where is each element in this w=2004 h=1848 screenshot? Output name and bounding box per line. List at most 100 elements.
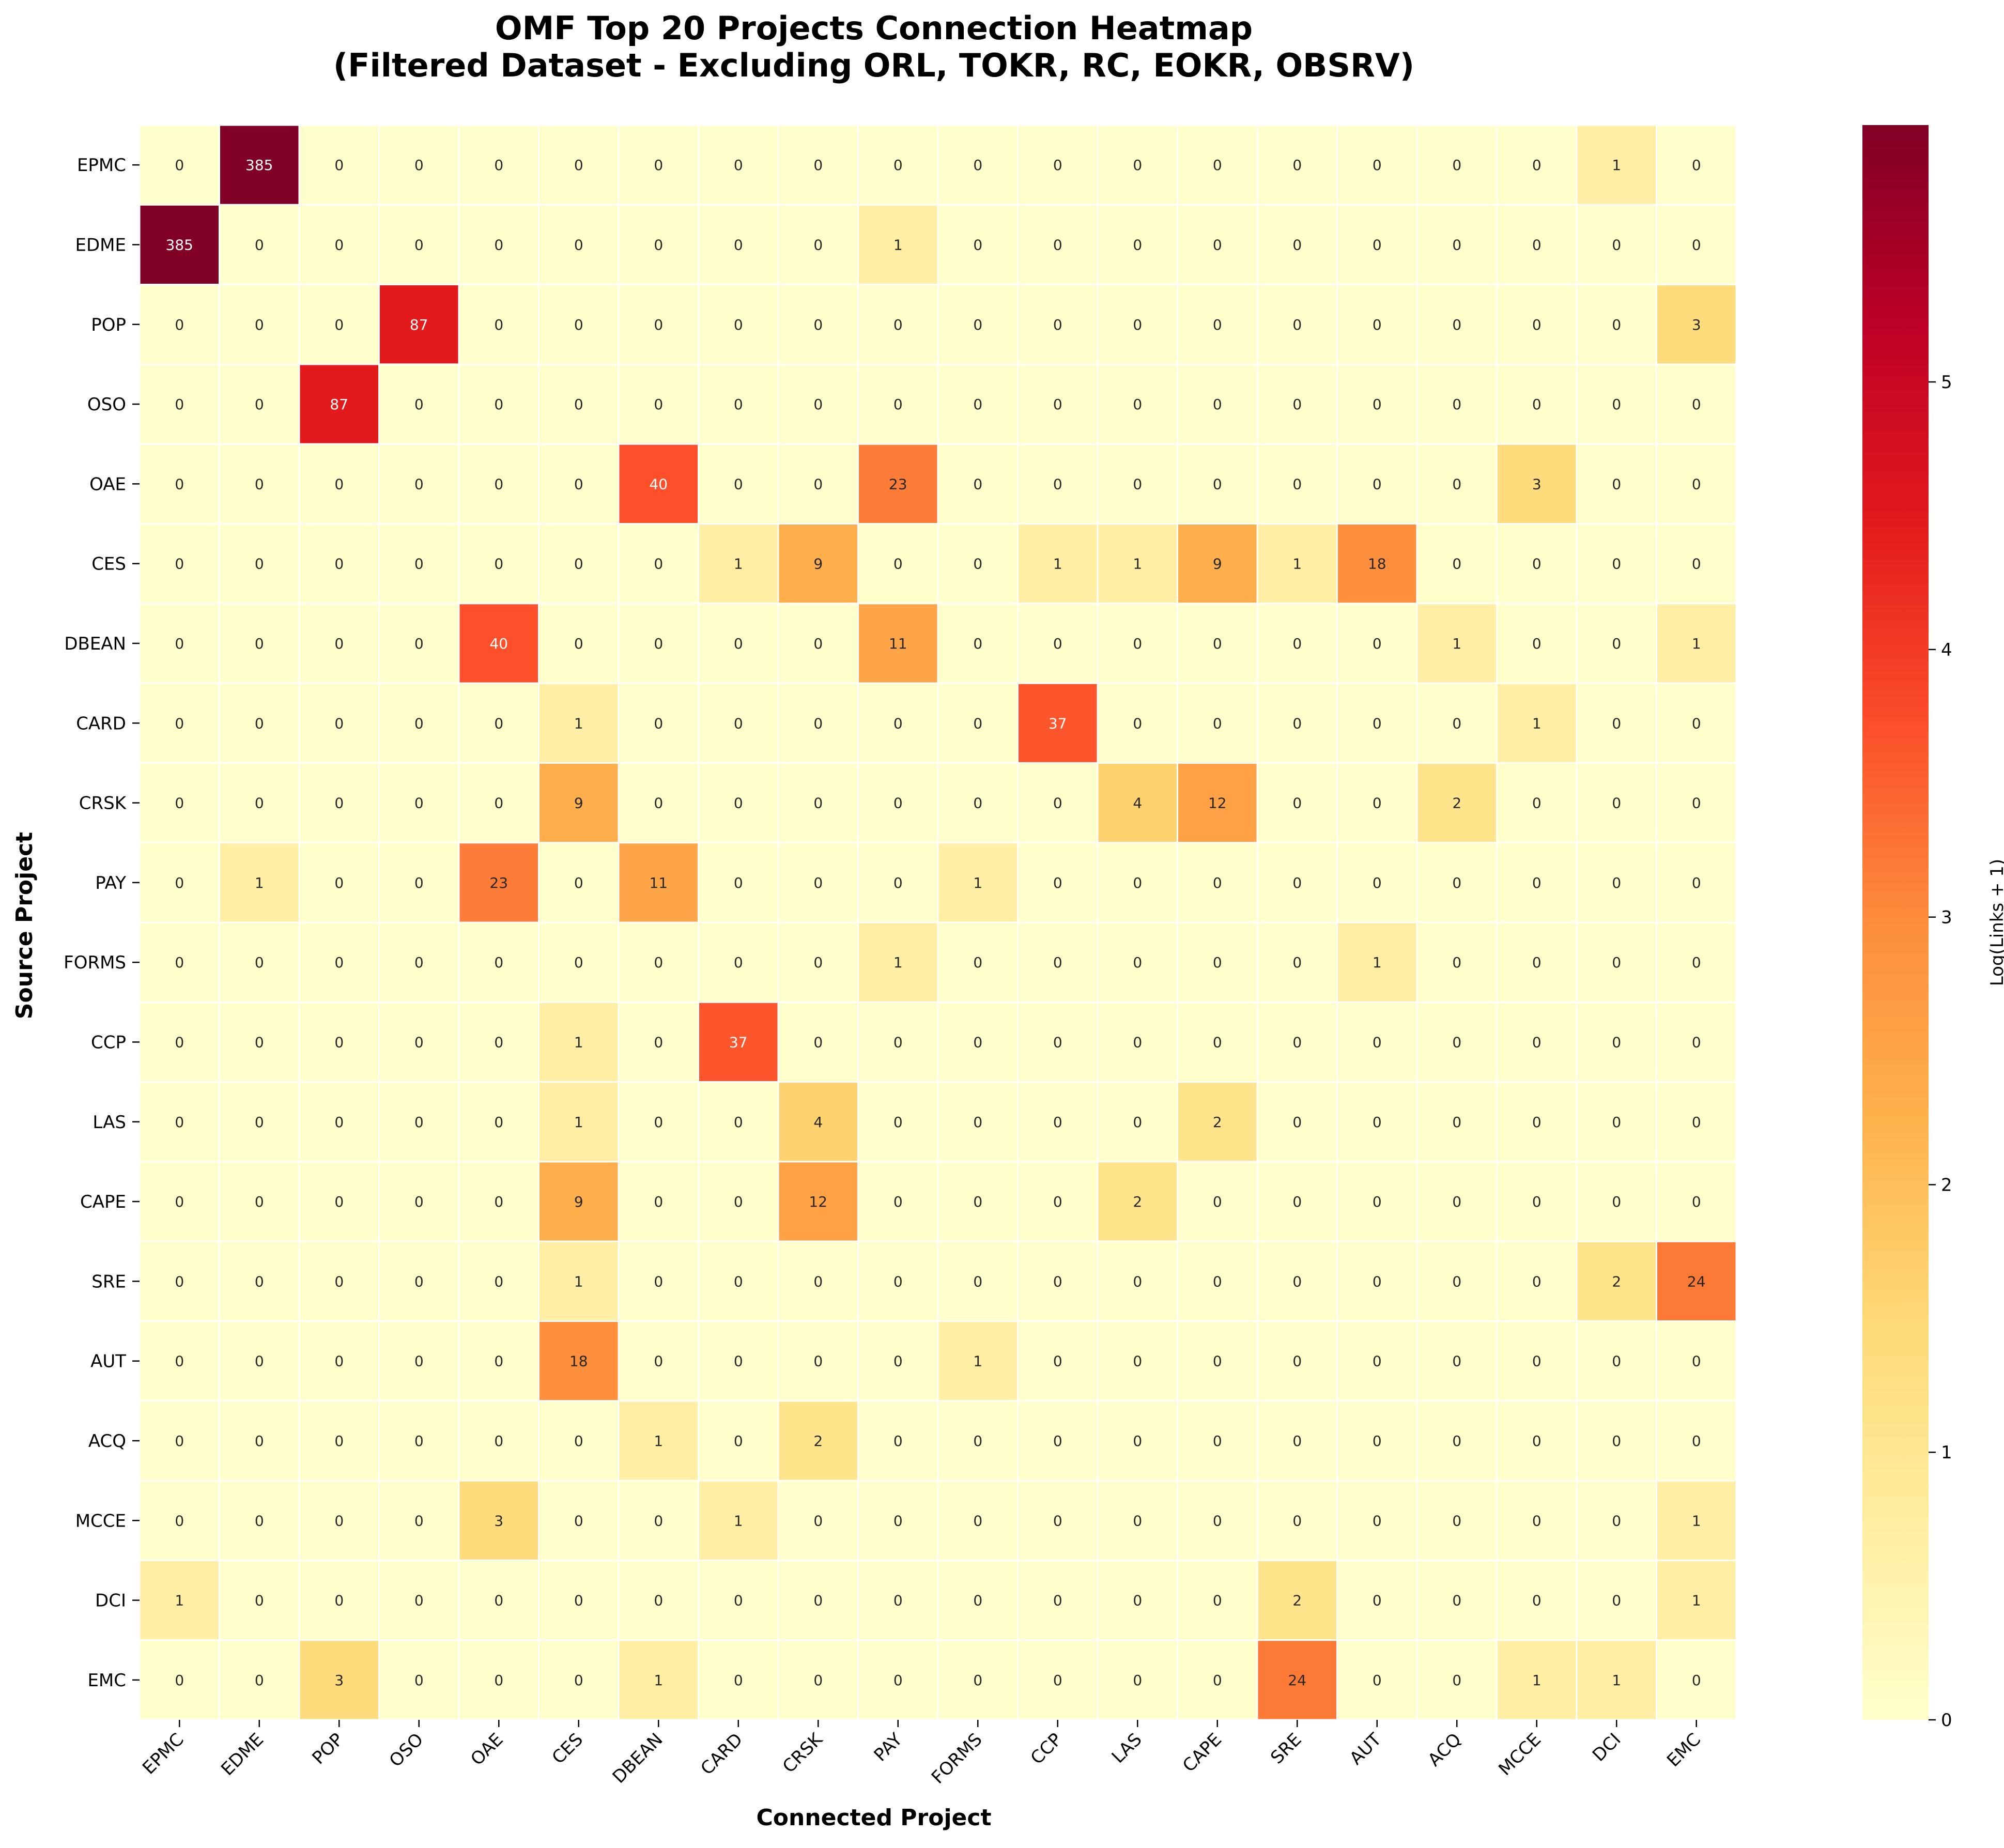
cell-value-label: 0	[1292, 1353, 1302, 1370]
cell-value-label: 0	[414, 635, 424, 652]
y-tick-label: CCP	[91, 1032, 126, 1053]
heatmap-cell	[1496, 363, 1578, 445]
heatmap-cell	[1256, 1400, 1338, 1482]
cell-value-label: 18	[1368, 556, 1386, 573]
cell-value-label: 0	[654, 1353, 663, 1370]
cell-value-label: 0	[1532, 874, 1541, 891]
cell-value-label: 0	[574, 1433, 583, 1450]
heatmap-cell	[618, 443, 699, 525]
heatmap-cell	[857, 682, 939, 764]
cell-value-label: 1	[734, 1512, 743, 1529]
cell-value-label: 0	[1612, 795, 1621, 812]
cell-value-label: 0	[1133, 1353, 1142, 1370]
cell-value-label: 0	[1373, 1034, 1382, 1051]
heatmap-cell	[1576, 1240, 1657, 1322]
cell-value-label: 0	[1692, 1433, 1701, 1450]
cell-value-label: 0	[1053, 1433, 1062, 1450]
heatmap-cell	[1336, 1480, 1418, 1561]
y-tick-label: MCCE	[75, 1511, 126, 1531]
colorbar-tick-label: 4	[1941, 640, 1952, 660]
x-tick-label: DCI	[1589, 1729, 1625, 1766]
heatmap-cell	[298, 204, 380, 286]
y-tick-label: POP	[91, 315, 126, 335]
heatmap-cell	[1256, 762, 1338, 844]
heatmap-cell	[1097, 1639, 1178, 1721]
cell-value-label: 0	[1053, 1592, 1062, 1609]
heatmap-cell	[1177, 603, 1258, 684]
heatmap-cell	[618, 523, 699, 605]
cell-value-label: 0	[1373, 396, 1382, 413]
cell-value-label: 0	[1452, 157, 1461, 174]
heatmap-cell	[1656, 124, 1737, 206]
heatmap-cell	[458, 1161, 539, 1242]
cell-value-label: 0	[734, 1592, 743, 1609]
heatmap-cell	[777, 443, 859, 525]
cell-value-label: 0	[494, 954, 503, 971]
cell-value-label: 0	[494, 1193, 503, 1210]
cell-value-label: 4	[1133, 795, 1142, 812]
cell-value-label: 0	[1612, 1433, 1621, 1450]
heatmap-cell	[1496, 1320, 1578, 1402]
cell-value-label: 0	[1292, 1273, 1302, 1290]
heatmap-cell	[1177, 1400, 1258, 1482]
cell-value-label: 1	[973, 874, 982, 891]
cell-value-label: 0	[414, 874, 424, 891]
heatmap-cell	[1017, 1639, 1099, 1721]
colorbar-ticks: 0 1 2 3 4 5	[1929, 372, 1952, 1731]
heatmap-cell	[1656, 523, 1737, 605]
cell-value-label: 0	[1053, 1114, 1062, 1131]
heatmap-cell	[138, 1161, 220, 1242]
cell-value-label: 11	[649, 874, 668, 891]
heatmap-cell	[298, 842, 380, 923]
y-tick-label: ACQ	[88, 1431, 126, 1452]
cell-value-label: 0	[813, 1353, 823, 1370]
cell-value-label: 0	[494, 1273, 503, 1290]
cell-value-label: 2	[1612, 1273, 1621, 1290]
cell-value-label: 0	[334, 1592, 344, 1609]
cell-value-label: 0	[334, 236, 344, 253]
cell-value-label: 87	[330, 396, 348, 413]
heatmap-cell	[298, 682, 380, 764]
cell-value-label: 0	[1053, 874, 1062, 891]
heatmap-cell	[1256, 1639, 1338, 1721]
cell-value-label: 0	[1373, 316, 1382, 333]
y-tick-label: SRE	[91, 1271, 126, 1292]
heatmap-cell	[1256, 1001, 1338, 1083]
heatmap-cell	[219, 603, 300, 684]
cell-value-label: 0	[1692, 1034, 1701, 1051]
cell-value-label: 1	[1373, 954, 1382, 971]
cell-value-label: 0	[334, 1433, 344, 1450]
cell-value-label: 11	[889, 635, 907, 652]
heatmap-cell	[937, 842, 1019, 923]
heatmap-cell	[1656, 1639, 1737, 1721]
heatmap-cell	[777, 1400, 859, 1482]
cell-value-label: 0	[494, 1672, 503, 1689]
cell-value-label: 0	[1612, 635, 1621, 652]
heatmap-cell	[937, 603, 1019, 684]
cell-value-label: 0	[1133, 1672, 1142, 1689]
cell-value-label: 1	[1133, 556, 1142, 573]
cell-value-label: 0	[574, 1512, 583, 1529]
heatmap-cell	[1416, 1480, 1498, 1561]
cell-value-label: 40	[489, 635, 508, 652]
heatmap-cell	[378, 523, 460, 605]
heatmap-cell	[777, 1081, 859, 1163]
cell-value-label: 0	[734, 316, 743, 333]
cell-value-label: 385	[166, 236, 193, 253]
heatmap-cell	[1177, 124, 1258, 206]
heatmap-cell	[538, 1400, 620, 1482]
heatmap-cell	[138, 204, 220, 286]
cell-value-label: 0	[255, 556, 264, 573]
cell-value-label: 0	[813, 475, 823, 492]
colorbar-tick-label: 1	[1941, 1442, 1952, 1463]
cell-value-label: 0	[973, 316, 982, 333]
heatmap-cell	[1097, 921, 1178, 1003]
cell-value-label: 0	[574, 874, 583, 891]
cell-value-label: 0	[1373, 1193, 1382, 1210]
heatmap-cell	[777, 682, 859, 764]
cell-value-label: 0	[574, 396, 583, 413]
heatmap-cell	[1576, 284, 1657, 365]
heatmap-cell	[1177, 363, 1258, 445]
cell-value-label: 0	[1452, 236, 1461, 253]
